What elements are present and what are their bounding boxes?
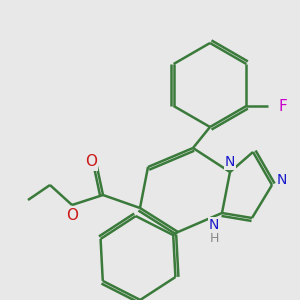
Text: O: O: [85, 154, 97, 169]
Text: O: O: [66, 208, 78, 223]
Text: H: H: [209, 232, 219, 245]
Text: N: N: [277, 173, 287, 187]
Text: N: N: [225, 155, 235, 169]
Text: N: N: [209, 218, 219, 232]
Text: F: F: [279, 98, 288, 113]
